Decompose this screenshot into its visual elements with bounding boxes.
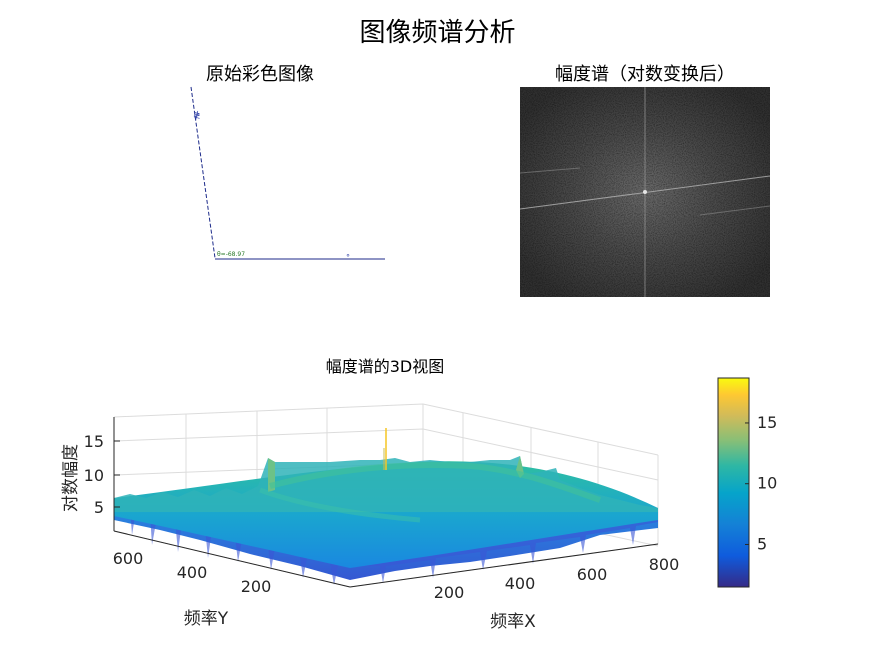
colorbar-tick-label: 10	[757, 474, 777, 493]
z-tick-10: 10	[84, 466, 104, 485]
surface-3d-title: 幅度谱的3D视图	[325, 357, 445, 376]
z-axis-label: 对数幅度	[61, 444, 81, 512]
magnitude-spectrum-image	[519, 87, 771, 297]
original-image-panel: ≹ ° θ=-68.97	[190, 86, 385, 262]
original-image-mark: ≹	[193, 110, 201, 121]
original-image-title: 原始彩色图像	[206, 64, 314, 85]
z-tick-15: 15	[84, 432, 104, 451]
y-tick-600: 600	[113, 549, 144, 568]
x-axis-label: 频率X	[490, 612, 536, 632]
z-tick-5: 5	[94, 498, 104, 517]
x-tick-600: 600	[577, 565, 608, 584]
magnitude-spectrum-title: 幅度谱（对数变换后）	[555, 64, 735, 85]
colorbar-tick-label: 15	[757, 413, 777, 432]
y-axis-line	[113, 530, 351, 588]
x-tick-200: 200	[434, 583, 465, 602]
y-axis-label: 频率Y	[184, 609, 229, 629]
figure-suptitle: 图像频谱分析	[359, 18, 516, 48]
angle-annotation: θ=-68.97	[217, 251, 245, 258]
x-tick-800: 800	[649, 555, 680, 574]
svg-text:°: °	[346, 253, 350, 262]
x-axis-line	[349, 543, 659, 588]
y-tick-400: 400	[177, 563, 208, 582]
x-tick-400: 400	[505, 574, 536, 593]
colorbar-tick-label: 5	[757, 534, 767, 553]
surface-3d-axes: 15 10 5 对数幅度 600 400 200 频率Y 200 400 600…	[61, 403, 680, 632]
colorbar: 5 10 15	[717, 377, 777, 588]
y-tick-200: 200	[241, 577, 272, 596]
